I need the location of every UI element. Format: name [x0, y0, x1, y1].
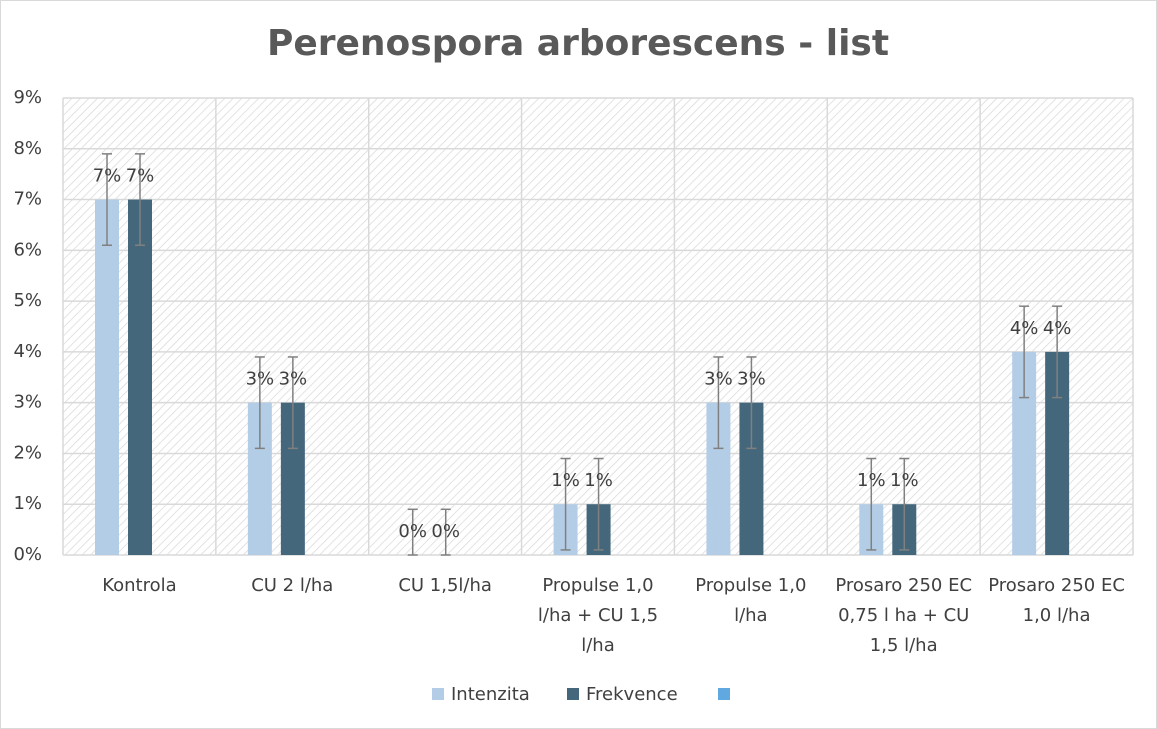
- y-tick-label: 8%: [13, 138, 42, 159]
- error-bar: [254, 356, 265, 450]
- error-bar: [899, 457, 910, 551]
- bar: [128, 199, 152, 556]
- y-tick-label: 3%: [13, 392, 42, 413]
- y-tick-label: 6%: [13, 239, 42, 260]
- y-tick-label: 1%: [13, 493, 42, 514]
- error-bar: [560, 457, 571, 551]
- error-bar: [1052, 305, 1063, 399]
- x-tick-label: Prosaro 250 EC 1,0 l/ha: [988, 575, 1125, 626]
- y-tick-label: 5%: [13, 290, 42, 311]
- x-tick-label: CU 2 l/ha: [251, 575, 334, 596]
- data-label: 3%: [279, 369, 308, 390]
- legend-swatch: [432, 688, 444, 700]
- data-label: 1%: [584, 470, 613, 491]
- bar: [95, 199, 119, 556]
- data-label: 3%: [246, 369, 275, 390]
- error-bar: [1019, 305, 1030, 399]
- error-bar: [440, 508, 451, 556]
- data-label: 0%: [431, 521, 460, 542]
- legend-swatch: [718, 688, 730, 700]
- data-label: 1%: [890, 470, 919, 491]
- y-tick-label: 2%: [13, 442, 42, 463]
- data-label: 3%: [737, 369, 766, 390]
- y-tick-label: 7%: [13, 189, 42, 210]
- bar: [1012, 351, 1037, 555]
- error-bar: [866, 457, 877, 551]
- x-tick-label: Propulse 1,0 l/ha: [695, 575, 807, 626]
- data-label: 7%: [126, 166, 155, 187]
- data-label: 4%: [1043, 318, 1072, 339]
- x-tick-label: Prosaro 250 EC 0,75 l ha + CU 1,5 l/ha: [835, 575, 973, 656]
- data-label: 1%: [857, 470, 886, 491]
- chart-title: Perenospora arborescens - list: [267, 23, 889, 64]
- y-tick-label: 4%: [13, 341, 42, 362]
- x-tick-label: Kontrola: [102, 575, 177, 596]
- legend-label: Frekvence: [586, 684, 678, 705]
- error-bar: [135, 153, 145, 247]
- x-tick-label: CU 1,5l/ha: [398, 575, 492, 596]
- error-bar: [102, 153, 112, 247]
- x-tick-label: Propulse 1,0 l/ha + CU 1,5 l/ha: [537, 575, 659, 656]
- error-bar: [713, 356, 724, 450]
- error-bar: [746, 356, 757, 450]
- y-tick-label: 9%: [13, 87, 42, 108]
- y-tick-label: 0%: [13, 544, 42, 565]
- data-label: 7%: [93, 166, 122, 187]
- legend-label: Intenzita: [451, 684, 530, 705]
- data-label: 3%: [704, 369, 733, 390]
- error-bar: [287, 356, 298, 450]
- error-bar: [407, 508, 418, 556]
- data-label: 1%: [551, 470, 580, 491]
- legend-swatch: [567, 688, 579, 700]
- data-label: 0%: [398, 521, 427, 542]
- data-label: 4%: [1010, 318, 1039, 339]
- error-bar: [593, 457, 604, 551]
